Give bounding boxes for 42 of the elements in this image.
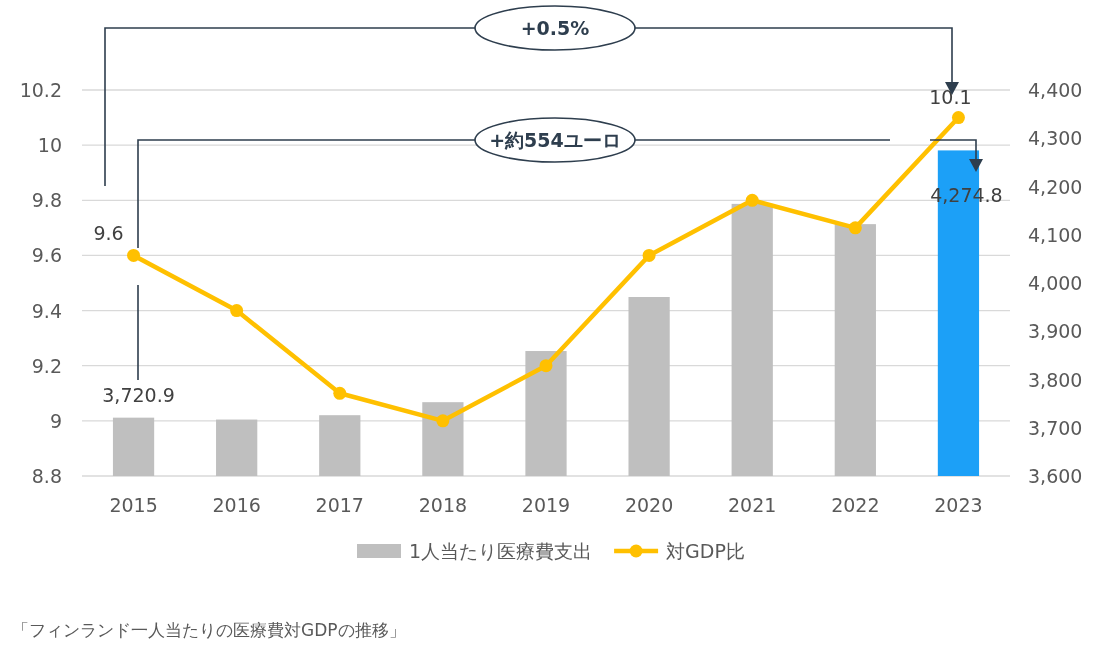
annotation: +約554ユーロ: [489, 129, 621, 151]
x-tick-label: 2020: [624, 494, 674, 516]
y-tick-label: 9: [49, 409, 62, 432]
x-tick-label: 2019: [521, 494, 571, 516]
point: [951, 111, 965, 125]
y-tick-label: 9.6: [31, 244, 62, 267]
point: [539, 359, 553, 373]
y2-tick-label: 3,600: [1028, 465, 1083, 487]
point: [333, 386, 347, 400]
point: [745, 193, 759, 207]
y-tick-label: 9.2: [31, 354, 62, 377]
y2-tick-label: 3,800: [1028, 368, 1083, 391]
y2-tick-label: 4,400: [1028, 79, 1083, 101]
text: 「フィンランド一人当たりの医療費対GDPの推移」: [12, 620, 406, 640]
data-label: 3,720.9: [102, 384, 175, 406]
point: [848, 221, 862, 235]
y2-tick-label: 3,700: [1028, 416, 1083, 439]
y2-tick-label: 4,000: [1028, 272, 1083, 294]
x-tick-label: 2023: [934, 494, 983, 516]
point: [642, 248, 656, 262]
y-tick-label: 10: [37, 134, 62, 157]
point: [436, 414, 450, 428]
point: [127, 248, 141, 262]
point: [230, 304, 244, 318]
x-tick-label: 2017: [315, 494, 364, 516]
x-tick-label: 2018: [418, 494, 468, 516]
data-label: 10.1: [929, 86, 972, 108]
x-tick-label: 2021: [728, 494, 777, 516]
legend-label: 1人当たり医療費支出: [409, 540, 593, 562]
y-tick-label: 9.8: [31, 189, 62, 212]
y-tick-label: 10.2: [19, 79, 62, 101]
y2-tick-label: 4,100: [1028, 223, 1083, 246]
x-tick-label: 2015: [109, 494, 158, 516]
x-tick-label: 2016: [212, 494, 261, 516]
y-tick-label: 9.4: [31, 299, 62, 322]
data-label: 9.6: [93, 222, 124, 244]
y2-tick-label: 4,200: [1028, 175, 1083, 198]
y-tick-label: 8.8: [31, 465, 62, 487]
legend-label: 対GDP比: [666, 540, 745, 562]
y2-tick-label: 4,300: [1028, 127, 1083, 150]
y2-tick-label: 3,900: [1028, 320, 1083, 343]
x-tick-label: 2022: [831, 494, 880, 516]
